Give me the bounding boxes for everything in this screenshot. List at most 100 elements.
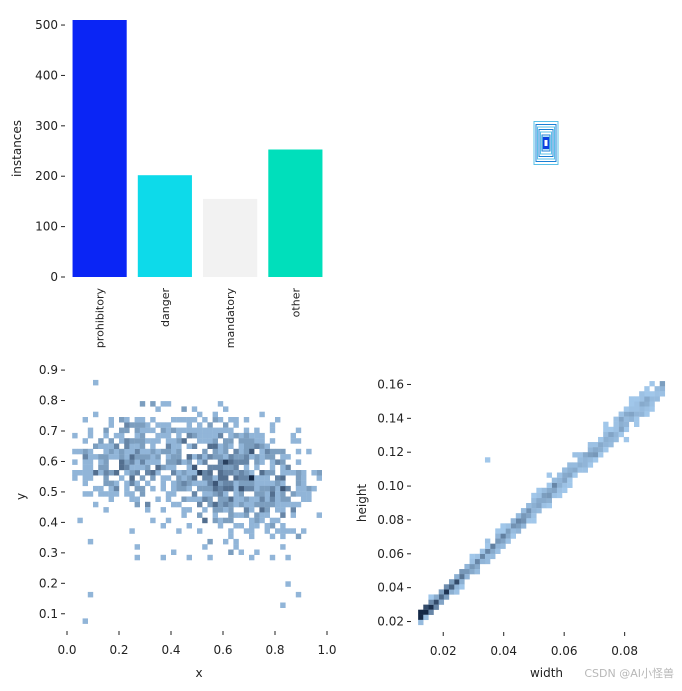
hist-cell [541,492,547,499]
hist-cell [269,485,276,492]
hist-cell [536,497,542,504]
hist-cell [264,475,270,481]
hist-cell [202,507,208,513]
hist-cell [217,443,224,449]
hist-cell [474,563,481,570]
hist-cell [259,512,265,518]
y-tick-label: 0.2 [39,576,58,590]
hist-cell [562,472,568,478]
x-axis-label: x [195,666,202,680]
hist-cell [613,421,619,427]
hist-cell [269,448,276,455]
hist-cell [145,501,151,508]
hist-cell [212,454,218,460]
hist-cell [186,480,192,487]
hist-cell [505,538,511,544]
hist-cell [181,507,187,513]
x-tick-label: prohibitory [94,288,107,349]
y-tick-label: 0.4 [39,515,58,529]
hist-cell [108,438,114,444]
hist-cell [243,475,250,481]
hist-cell [223,501,229,508]
hist-cell [217,507,224,513]
hist-cell [295,501,302,508]
hist-cell [103,432,109,439]
hist-cell [134,417,140,423]
hist-cell [82,480,88,487]
hist-cell [618,426,624,433]
hist-cell [541,503,547,509]
x-tick-label: 1.0 [317,643,336,657]
hist-cell [191,480,198,487]
y-tick-label: 200 [35,169,58,183]
hist-cell [197,501,203,508]
hist-cell [280,528,286,534]
hist-cell [598,447,604,453]
x-tick-label: mandatory [224,288,237,349]
x-tick-label: 0.02 [430,644,457,658]
y-tick-label: 0.1 [39,607,58,621]
hist-cell [567,482,573,488]
hist-cell [197,496,203,502]
hist-cell [634,406,640,412]
hist-cell [181,438,187,444]
hist-cell [639,396,645,402]
hist-cell [186,422,192,428]
hist-cell [243,438,250,444]
hist-cell [176,459,182,465]
hist-cell [191,475,198,481]
x-axis-label: width [530,666,563,680]
hist-cell [124,422,130,428]
y-axis-label: height [355,484,369,523]
hist-cell [134,454,140,460]
hist-cell [87,538,94,545]
hist-cell [129,459,135,465]
hist-cell [587,442,594,448]
hist-cell [202,517,208,524]
hist-cell [301,528,307,534]
hist-cell [290,432,296,439]
hist-cell [82,417,88,423]
hist-cell [423,614,429,621]
hist-cell [82,448,88,455]
hist-cell [87,591,94,598]
hist-cell [495,548,501,554]
hist-cell [254,464,260,471]
hist-cell [290,470,296,476]
hist-cell [119,454,125,460]
hist-cell [556,477,563,483]
hist-cell [124,459,130,465]
hist-cell [546,482,552,488]
hist-cell [259,475,265,481]
hist-cell [500,523,506,529]
hist-cell [280,507,286,513]
hist-cell [103,459,109,465]
hist-cell [290,528,296,534]
hist-cell [259,459,265,465]
y-tick-label: 0.7 [39,424,58,438]
hist-cell [93,443,99,449]
y-tick-label: 0.16 [377,377,404,391]
hist-cell [531,513,537,519]
hist-cell [186,554,192,561]
hist-cell [197,411,203,418]
hist-cell [197,454,203,460]
hist-cell [459,584,465,590]
hist-cell [176,501,182,508]
hist-cell [249,554,255,561]
hist-cell [259,491,265,497]
hist-cell [243,507,250,513]
hist-cell [139,464,146,471]
hist-cell [197,470,203,476]
hist-cell [176,443,182,449]
hist-cell [223,427,229,434]
hist-cell [243,454,250,460]
hist-cell [644,396,650,402]
hist-cell [500,528,506,534]
hist-cell [295,438,302,444]
hist-cell [228,464,234,471]
hist-cell [264,470,270,476]
hist-cell [562,467,568,473]
hist-cell [108,496,114,502]
y-tick-label: 0.6 [39,454,58,468]
